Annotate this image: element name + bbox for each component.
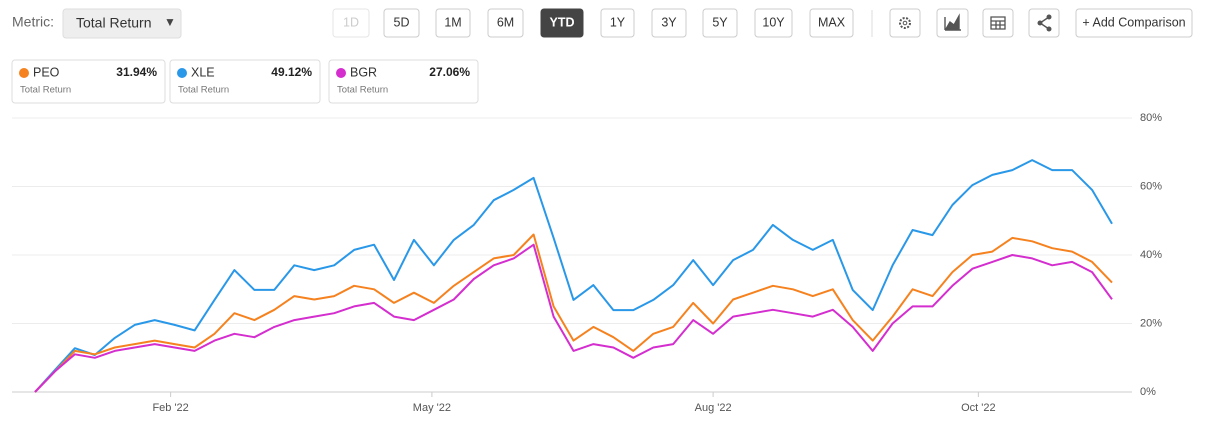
range-button: [332, 8, 370, 38]
button-frame[interactable]: [982, 8, 1014, 38]
button-frame[interactable]: [936, 8, 969, 38]
legend-metric: Total Return: [337, 85, 388, 96]
x-tick-label: Oct '22: [961, 402, 996, 414]
share-node[interactable]: [1046, 26, 1052, 32]
legend-value: 27.06%: [429, 65, 470, 79]
range-label[interactable]: MAX: [818, 15, 846, 29]
metric-value[interactable]: Total Return: [76, 15, 151, 31]
table-button[interactable]: [982, 8, 1014, 38]
range-label[interactable]: 10Y: [762, 15, 785, 29]
range-button[interactable]: [383, 8, 420, 38]
range-label[interactable]: 5Y: [712, 15, 728, 29]
metric-dropdown[interactable]: [62, 8, 182, 39]
button-frame[interactable]: [1028, 8, 1060, 38]
legend-swatch: [177, 68, 187, 78]
range-button[interactable]: [435, 8, 471, 38]
range-button[interactable]: [600, 8, 635, 38]
table-icon[interactable]: [990, 16, 1006, 30]
y-tick-label: 40%: [1140, 249, 1162, 261]
x-tick-label: Aug '22: [695, 402, 732, 414]
series-line: [34, 233, 1113, 393]
range-label[interactable]: YTD: [550, 15, 575, 29]
range-label[interactable]: 6M: [497, 15, 514, 29]
dropdown-arrow[interactable]: ▼: [164, 15, 176, 29]
range-label[interactable]: 5D: [394, 15, 410, 29]
range-button[interactable]: [487, 8, 524, 38]
x-tick-label: Feb '22: [152, 402, 188, 414]
legend-name: BGR: [350, 65, 377, 79]
share-button[interactable]: [1028, 8, 1060, 38]
x-tick-label: May '22: [413, 402, 451, 414]
legend-card: [169, 59, 321, 104]
legend-value: 31.94%: [116, 65, 157, 79]
legend-metric: Total Return: [20, 85, 71, 96]
legend-swatch: [19, 68, 29, 78]
y-tick-label: 60%: [1140, 180, 1162, 192]
legend-swatch: [336, 68, 346, 78]
range-label[interactable]: 3Y: [661, 15, 677, 29]
range-label[interactable]: 1Y: [610, 15, 626, 29]
range-button[interactable]: [809, 8, 854, 38]
legend-metric: Total Return: [178, 85, 229, 96]
gear-icon[interactable]: [899, 17, 911, 29]
share-node[interactable]: [1037, 20, 1043, 26]
share-node[interactable]: [1046, 14, 1052, 20]
series-line: [34, 243, 1113, 393]
gear-icon-center[interactable]: [902, 20, 908, 26]
range-label[interactable]: 1M: [444, 15, 461, 29]
y-tick-label: 80%: [1140, 112, 1162, 124]
y-tick-label: 0%: [1140, 386, 1156, 398]
legend-card: [328, 59, 479, 104]
add-comparison-button[interactable]: [1075, 8, 1193, 38]
range-buttons: 1D 5D 1M 6M YTD 1Y 3Y 5Y 10Y MAX: [332, 8, 854, 38]
range-button[interactable]: [754, 8, 793, 38]
plot: 0% 20% 40% 60% 80% Feb '22 May '22 Aug '22 Oct '…: [12, 112, 1162, 414]
button-frame[interactable]: [889, 8, 921, 38]
settings-button[interactable]: [889, 8, 921, 38]
metric-label: Metric:: [12, 14, 54, 30]
range-button[interactable]: [540, 8, 584, 38]
legend-name: PEO: [33, 65, 60, 79]
chart-icon[interactable]: [944, 13, 961, 31]
range-button[interactable]: [651, 8, 687, 38]
y-tick-label: 20%: [1140, 317, 1162, 329]
legend-card: [11, 59, 166, 104]
series-line: [34, 159, 1113, 393]
legend-name: XLE: [191, 65, 215, 79]
range-button[interactable]: [702, 8, 738, 38]
range-label: 1D: [343, 15, 359, 29]
chart-type-button[interactable]: [936, 8, 969, 38]
legend-value: 49.12%: [271, 65, 312, 79]
add-comparison-label[interactable]: + Add Comparison: [1082, 15, 1185, 29]
legend: PEO 31.94% Total Return XLE 49.12% Total Retu…: [11, 59, 479, 104]
